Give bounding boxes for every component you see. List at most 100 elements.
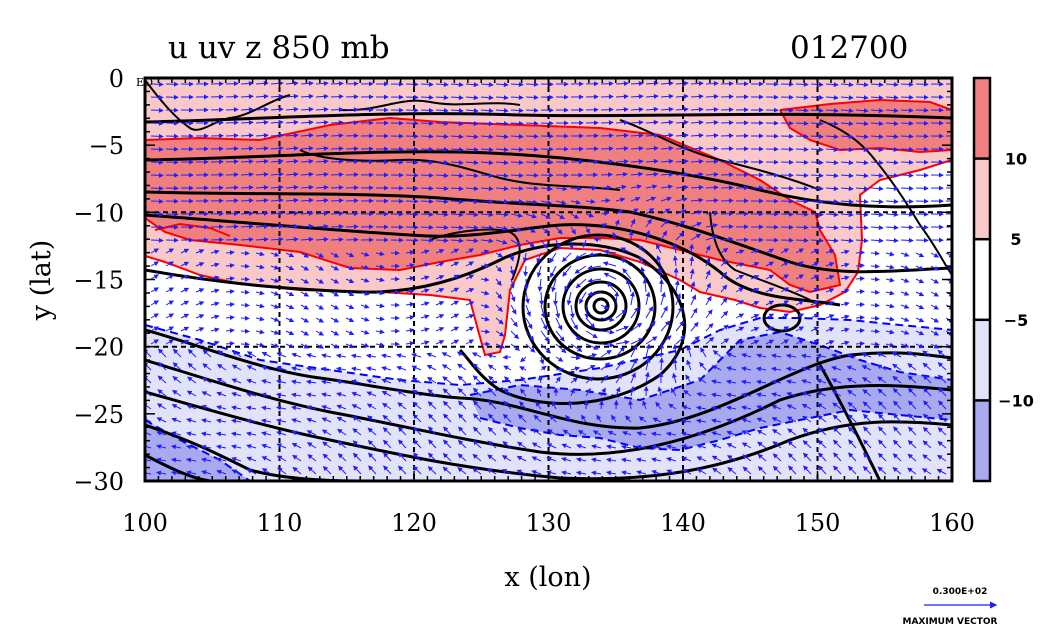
wind-vector bbox=[825, 314, 835, 319]
wind-vector bbox=[690, 294, 697, 306]
wind-vector bbox=[555, 213, 565, 219]
wind-vector bbox=[750, 340, 760, 345]
wind-vector bbox=[420, 275, 430, 281]
wind-vector bbox=[840, 160, 854, 166]
wind-vector bbox=[276, 352, 287, 358]
wind-vector bbox=[420, 211, 434, 217]
wind-vector bbox=[570, 199, 581, 205]
wind-vector bbox=[150, 94, 164, 100]
wind-vector bbox=[480, 249, 490, 255]
wind-vector bbox=[285, 145, 299, 151]
wind-vector bbox=[360, 329, 370, 335]
wind-vector bbox=[465, 82, 479, 88]
wind-vector bbox=[210, 249, 220, 255]
wind-vector bbox=[510, 81, 524, 87]
wind-vector bbox=[630, 158, 644, 164]
wind-vector bbox=[705, 282, 711, 293]
wind-vector bbox=[855, 108, 869, 114]
wind-vector bbox=[855, 95, 869, 101]
wind-vector bbox=[645, 218, 652, 228]
wind-vector bbox=[180, 326, 190, 332]
wind-vector bbox=[270, 210, 284, 216]
wind-vector bbox=[525, 304, 531, 317]
wind-vector bbox=[210, 301, 220, 307]
wind-vector bbox=[480, 134, 494, 140]
wind-vector bbox=[689, 255, 695, 267]
wind-vector bbox=[780, 339, 790, 345]
wind-vector bbox=[145, 348, 152, 358]
wind-vector bbox=[420, 340, 430, 346]
wind-vector bbox=[420, 314, 430, 320]
wind-vector bbox=[330, 146, 344, 152]
wind-vector bbox=[855, 147, 869, 153]
wind-vector bbox=[675, 306, 683, 319]
wind-vector bbox=[210, 340, 220, 346]
wind-vector bbox=[240, 211, 254, 217]
wind-vector bbox=[180, 300, 190, 306]
wind-vector bbox=[330, 198, 344, 204]
wind-vector bbox=[840, 262, 850, 268]
wind-vector bbox=[587, 291, 602, 297]
wind-vector bbox=[885, 342, 895, 348]
wind-vector bbox=[510, 107, 524, 113]
wind-vector bbox=[780, 274, 790, 280]
wind-vector bbox=[585, 343, 599, 350]
wind-vector bbox=[795, 224, 809, 230]
wind-vector bbox=[270, 93, 284, 99]
plot-title: u uv z 850 mb bbox=[168, 30, 390, 66]
wind-vector bbox=[495, 239, 508, 245]
wind-vector bbox=[570, 330, 581, 341]
wind-vector bbox=[825, 249, 835, 254]
wind-vector bbox=[330, 317, 340, 323]
wind-vector bbox=[270, 317, 280, 322]
wind-vector bbox=[435, 340, 445, 345]
wind-vector bbox=[825, 82, 839, 88]
wind-vector bbox=[523, 278, 529, 291]
wind-vector bbox=[615, 209, 624, 215]
wind-vector bbox=[510, 343, 520, 351]
wind-vector bbox=[180, 274, 190, 280]
wind-vector bbox=[735, 262, 745, 268]
wind-vector bbox=[465, 301, 475, 306]
wind-vector bbox=[855, 250, 865, 256]
wind-vector bbox=[150, 261, 160, 267]
wind-vector bbox=[450, 339, 460, 345]
wind-vector bbox=[165, 339, 175, 345]
wind-vector bbox=[855, 160, 869, 166]
wind-vector bbox=[330, 237, 344, 243]
wind-vector bbox=[640, 266, 647, 280]
wind-vector bbox=[285, 223, 299, 229]
wind-vector bbox=[360, 290, 370, 296]
wind-vector bbox=[525, 199, 538, 205]
wind-vector bbox=[870, 289, 880, 295]
wind-vector bbox=[330, 159, 344, 165]
wind-vector bbox=[840, 275, 850, 281]
wind-vector bbox=[510, 94, 524, 100]
wind-vector bbox=[270, 119, 284, 125]
wind-vector bbox=[600, 211, 610, 217]
wind-vector bbox=[465, 199, 479, 205]
wind-vector bbox=[705, 309, 713, 319]
wind-vector bbox=[350, 353, 362, 359]
wind-vector bbox=[195, 301, 205, 306]
wind-vector bbox=[255, 119, 269, 125]
wind-vector bbox=[315, 93, 329, 99]
wind-vector bbox=[600, 120, 614, 126]
wind-vector bbox=[270, 145, 284, 151]
wind-vector bbox=[855, 82, 869, 88]
wind-vector bbox=[495, 186, 509, 192]
wind-vector bbox=[840, 95, 854, 101]
wind-vector bbox=[465, 147, 479, 153]
time-stamp: 012700 bbox=[790, 30, 908, 66]
wind-vector bbox=[555, 239, 561, 250]
wind-vector bbox=[795, 287, 805, 293]
wind-vector bbox=[675, 293, 681, 306]
wind-vector bbox=[495, 121, 509, 127]
wind-vector bbox=[690, 171, 704, 177]
wind-vector bbox=[840, 199, 854, 205]
wind-vector bbox=[795, 326, 805, 332]
wind-vector bbox=[270, 343, 280, 348]
wind-vector bbox=[885, 303, 895, 309]
wind-vector bbox=[915, 291, 925, 297]
wind-vector bbox=[900, 159, 914, 165]
